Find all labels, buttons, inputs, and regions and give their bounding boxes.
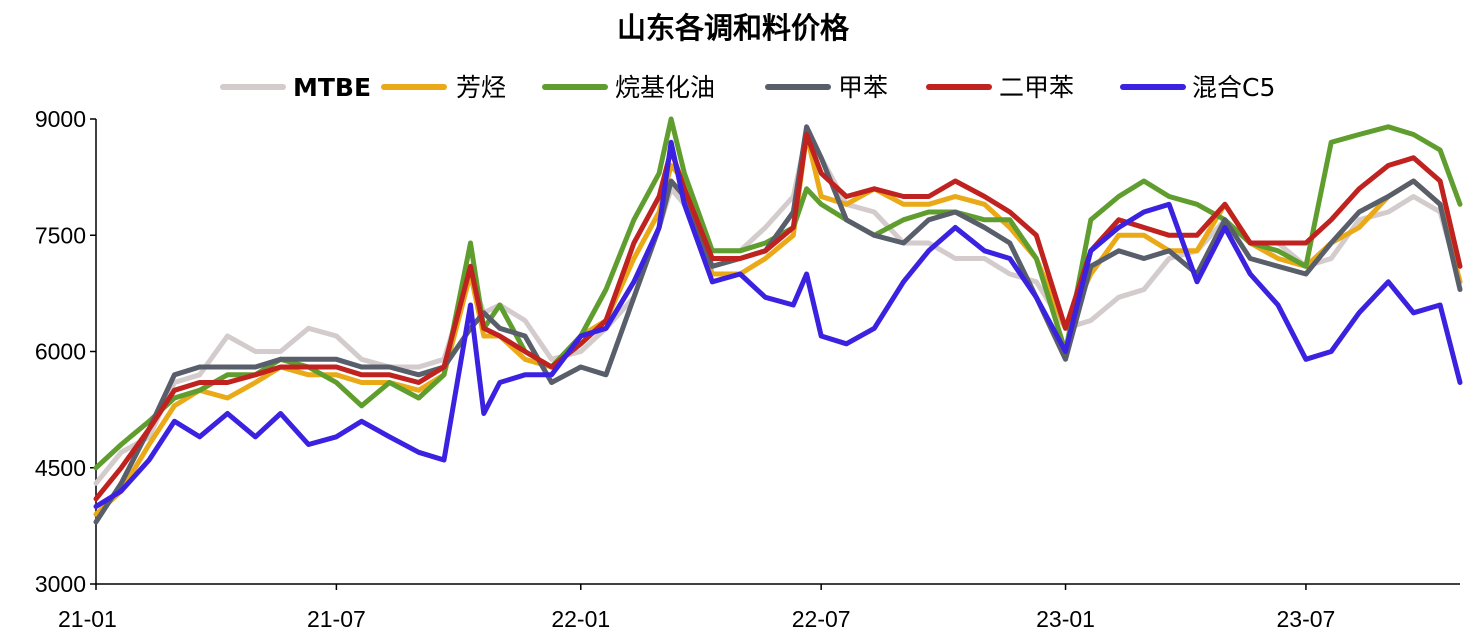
y-tick-label: 6000 — [35, 339, 86, 365]
y-tick-label: 7500 — [35, 222, 86, 248]
chart-title: 山东各调和料价格 — [617, 11, 850, 45]
legend-label-2: 烷基化油 — [615, 73, 715, 102]
series-line-5 — [93, 139, 1463, 509]
y-tick-label: 3000 — [35, 571, 86, 597]
series-line-4 — [93, 132, 1463, 502]
y-axis: 3000 4500 6000 7500 9000 — [35, 106, 97, 597]
x-tick-label: 21-07 — [307, 606, 366, 632]
legend-label-4: 二甲苯 — [999, 73, 1074, 102]
series-line-3 — [93, 124, 1463, 525]
legend-label-5: 混合C5 — [1192, 73, 1275, 102]
legend-label-3: 甲苯 — [838, 73, 888, 102]
x-tick-label: 21-01 — [58, 606, 117, 632]
legend-label-0: MTBE — [293, 73, 371, 102]
legend-label-1: 芳烃 — [456, 73, 506, 102]
x-tick-label: 23-07 — [1277, 606, 1336, 632]
series-line-2 — [93, 116, 1463, 471]
x-axis: 21-01 21-07 22-01 22-07 23-01 23-07 — [58, 583, 1460, 632]
x-tick-label: 23-01 — [1036, 606, 1095, 632]
series-layer — [93, 116, 1463, 525]
series-line-1 — [93, 132, 1463, 517]
series-line-0 — [93, 132, 1463, 486]
x-tick-label: 22-07 — [792, 606, 851, 632]
x-tick-label: 22-01 — [551, 606, 610, 632]
y-tick-label: 9000 — [35, 106, 86, 132]
legend: MTBE 芳烃 烷基化油 甲苯 二甲苯 混合C5 — [220, 73, 1275, 102]
y-tick-label: 4500 — [35, 455, 86, 481]
